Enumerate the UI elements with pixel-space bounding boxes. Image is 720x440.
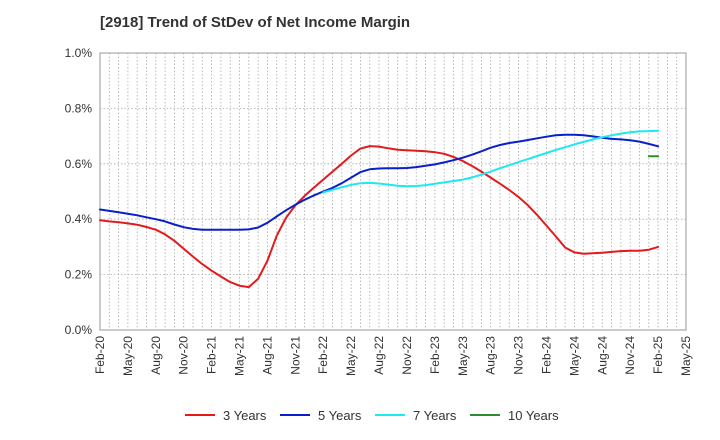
x-tick-label: May-25 [679,336,693,376]
plot-background [100,53,686,330]
y-axis: 0.0% 0.2% 0.4% 0.6% 0.8% 1.0% [65,46,93,337]
x-axis: Feb-20 May-20 Aug-20 Nov-20 Feb-21 May-21 Aug-… [93,336,693,376]
x-tick-label: Nov-21 [288,336,302,375]
x-tick-label: Nov-20 [177,336,191,375]
x-tick-label: Feb-24 [539,336,553,374]
series-line-5-years [99,133,660,231]
x-tick-label: Aug-21 [260,336,274,375]
x-tick-label: Feb-21 [205,336,219,374]
x-tick-label: Feb-23 [428,336,442,374]
series-line-3-years [99,145,660,289]
x-tick-label: May-22 [344,336,358,376]
y-tick-label: 0.2% [65,268,93,282]
x-tick-label: Aug-20 [149,336,163,375]
plot-border [99,52,687,331]
x-tick-label: May-20 [121,336,135,376]
legend-label: 5 Years [318,408,362,423]
legend: 3 Years 5 Years 7 Years 10 Years [185,408,559,423]
x-tick-label: Feb-20 [93,336,107,374]
x-tick-label: May-21 [233,336,247,376]
y-tick-label: 0.8% [65,101,93,115]
y-tick-label: 0.0% [65,323,93,337]
series-lines [99,129,660,289]
x-tick-label: Feb-22 [316,336,330,374]
legend-label: 7 Years [413,408,457,423]
x-tick-label: Feb-25 [651,336,665,374]
y-tick-label: 0.6% [65,157,93,171]
x-tick-label: Aug-24 [595,336,609,375]
legend-label: 3 Years [223,408,267,423]
legend-label: 10 Years [508,408,559,423]
x-tick-label: Aug-22 [372,336,386,375]
x-tick-label: Nov-23 [512,336,526,375]
series-line-7-years [322,129,660,194]
x-tick-label: Nov-22 [400,336,414,375]
x-tick-label: May-24 [567,336,581,376]
x-tick-label: Aug-23 [484,336,498,375]
x-tick-label: Nov-24 [623,336,637,375]
chart-title: [2918] Trend of StDev of Net Income Marg… [100,14,411,31]
y-tick-label: 0.4% [65,212,93,226]
x-tick-label: May-23 [456,336,470,376]
y-tick-label: 1.0% [65,46,93,60]
